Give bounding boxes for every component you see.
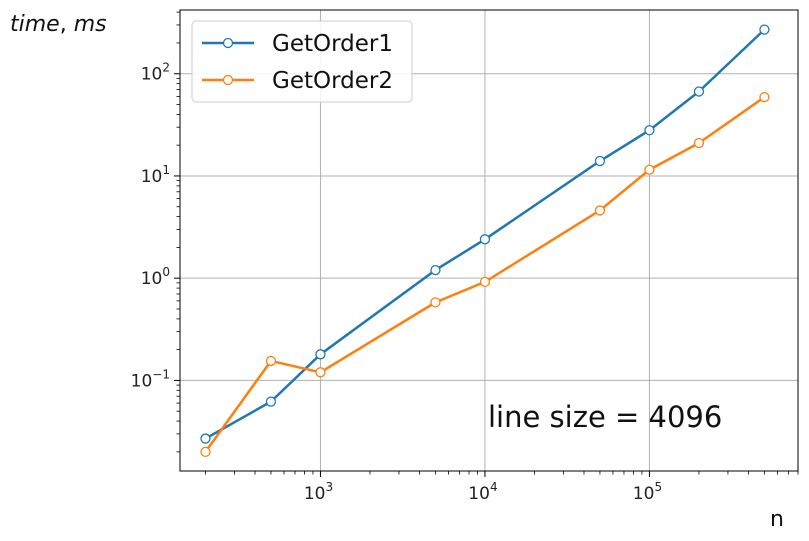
data-point-getorder1: [479, 234, 491, 245]
x-tick-label: 104: [468, 480, 497, 504]
data-point-getorder2: [430, 297, 441, 308]
data-point-getorder1: [265, 396, 277, 407]
legend-box: [191, 20, 413, 103]
x-tick-label-exponent: 3: [325, 480, 333, 494]
data-point-getorder2: [594, 205, 606, 216]
data-point-getorder2: [479, 276, 491, 288]
legend-label-getorder2: GetOrder2: [272, 68, 393, 94]
y-axis-label: time, ms: [10, 12, 107, 37]
data-point-getorder2: [693, 137, 705, 149]
y-tick-label: 101: [141, 163, 170, 187]
data-point-getorder1: [693, 86, 705, 97]
y-tick-label-base: 10: [141, 65, 163, 85]
y-tick-label-exponent: 2: [162, 61, 170, 75]
y-tick-label-exponent: −1: [152, 367, 170, 381]
legend-marker-getorder1: [222, 37, 234, 49]
data-point-getorder2: [315, 367, 326, 378]
x-axis-label: n: [770, 507, 784, 532]
x-tick-label-base: 10: [304, 484, 326, 504]
y-tick-label-base: 10: [141, 269, 163, 289]
y-axis-label-unit: ms: [74, 12, 107, 37]
legend: GetOrder1 GetOrder2: [191, 20, 413, 103]
data-point-getorder1: [315, 349, 326, 360]
x-tick-label-exponent: 5: [654, 480, 662, 494]
data-point-getorder1: [759, 24, 770, 35]
data-point-getorder1: [594, 155, 606, 167]
series-layer: [200, 24, 770, 458]
data-point-getorder2: [759, 91, 770, 103]
data-point-getorder1: [200, 433, 211, 444]
legend-label-getorder1: GetOrder1: [272, 31, 393, 57]
data-point-getorder2: [200, 446, 211, 458]
x-tick-label-exponent: 4: [490, 480, 498, 494]
y-tick-label-exponent: 0: [162, 265, 170, 279]
y-tick-label-base: 10: [141, 167, 163, 187]
y-axis-label-sep: ,: [60, 12, 74, 37]
annotation-text: line size = 4096: [488, 400, 722, 434]
y-tick-label: 100: [141, 265, 170, 289]
data-point-getorder1: [430, 264, 441, 276]
x-tick-label: 105: [633, 480, 662, 504]
data-point-getorder2: [265, 355, 277, 367]
x-tick-label-base: 10: [633, 484, 655, 504]
y-tick-label: 102: [141, 61, 170, 85]
data-point-getorder2: [644, 164, 655, 175]
x-tick-label: 103: [304, 480, 333, 504]
data-point-getorder1: [644, 125, 655, 136]
legend-marker-getorder2: [222, 74, 234, 86]
x-tick-label-base: 10: [468, 484, 490, 504]
y-tick-label-exponent: 1: [162, 163, 170, 177]
y-axis-label-main: time: [10, 12, 60, 37]
y-tick-label-base: 10: [131, 371, 153, 391]
y-tick-label: 10−1: [131, 367, 170, 391]
plot-frame: [179, 9, 799, 472]
